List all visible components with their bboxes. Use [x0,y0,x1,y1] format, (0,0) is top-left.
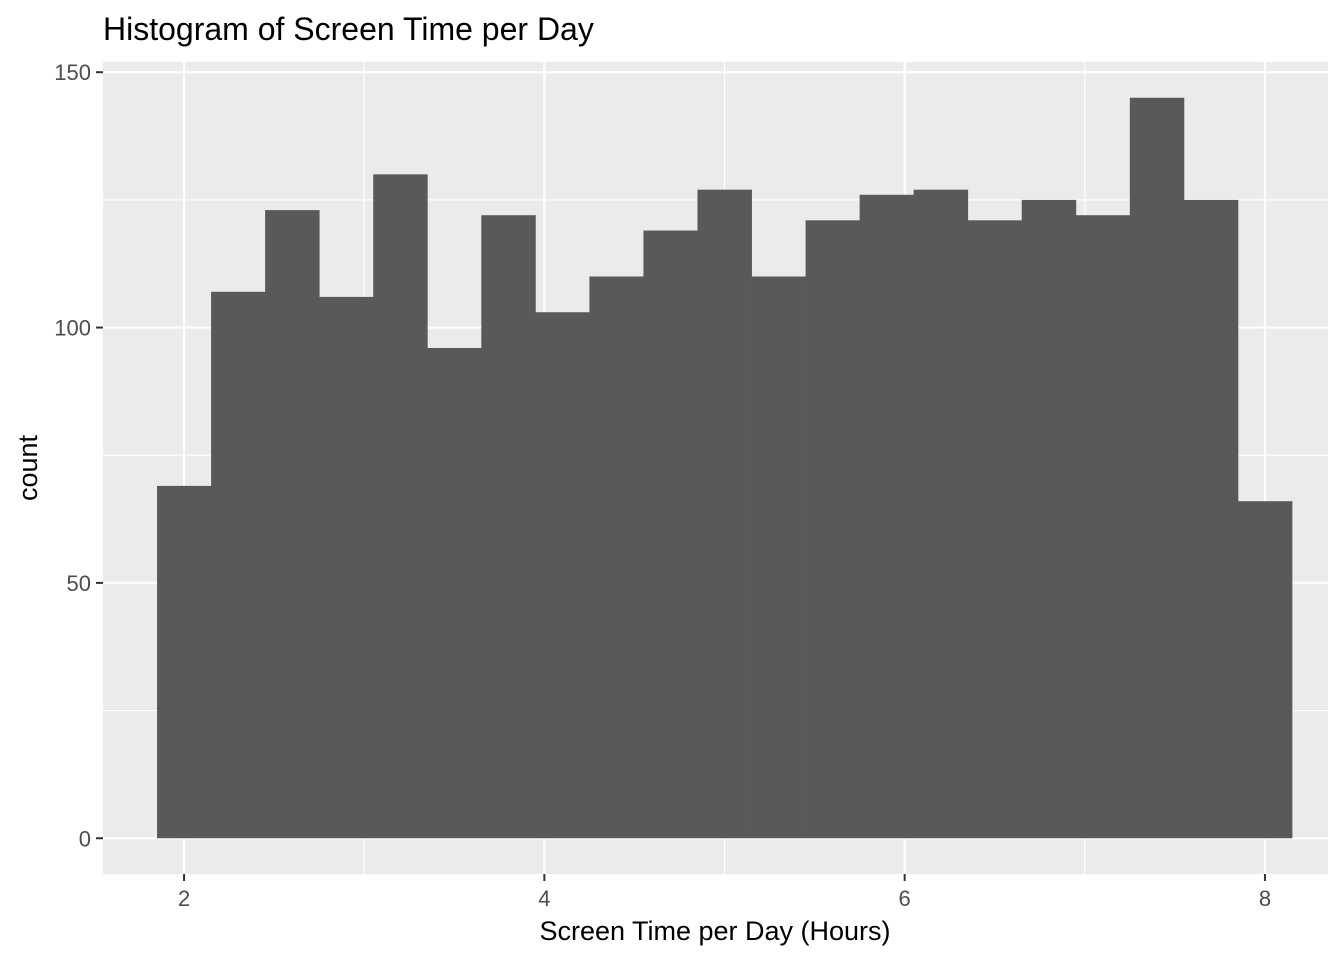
histogram-bar [211,291,266,839]
y-tick-label: 0 [79,826,91,851]
histogram-bar [589,276,644,839]
x-axis-ticks: 2 4 6 8 [178,874,1271,911]
y-axis-title: count [13,434,43,501]
x-tick-label: 6 [899,886,911,911]
y-tick-label: 50 [67,571,91,596]
histogram-bar [697,189,752,839]
y-tick-label: 100 [54,316,91,341]
histogram-bar [319,296,374,839]
histogram-bar [265,210,320,839]
histogram-bar [859,194,915,839]
histogram-bars [157,97,1293,839]
y-axis-ticks: 0 50 100 150 [54,60,103,851]
x-tick-label: 8 [1259,886,1271,911]
histogram-bar [1129,97,1185,839]
histogram-bar [373,174,428,839]
histogram-bar [481,215,536,839]
histogram-bar [1183,199,1239,839]
y-tick-label: 150 [54,60,91,85]
histogram-bar [967,220,1023,839]
histogram-bar [1021,199,1077,839]
histogram-bar [805,220,861,839]
x-tick-label: 2 [178,886,190,911]
histogram-bar [751,276,806,839]
x-axis-title: Screen Time per Day (Hours) [539,916,890,946]
histogram-bar [913,189,969,839]
chart-title: Histogram of Screen Time per Day [103,11,594,47]
histogram-bar [643,230,698,839]
histogram-bar [427,347,482,839]
x-tick-label: 4 [538,886,550,911]
histogram-bar [535,312,590,839]
histogram-bar [1237,501,1293,839]
histogram-bar [157,485,212,839]
histogram-bar [1075,215,1131,839]
